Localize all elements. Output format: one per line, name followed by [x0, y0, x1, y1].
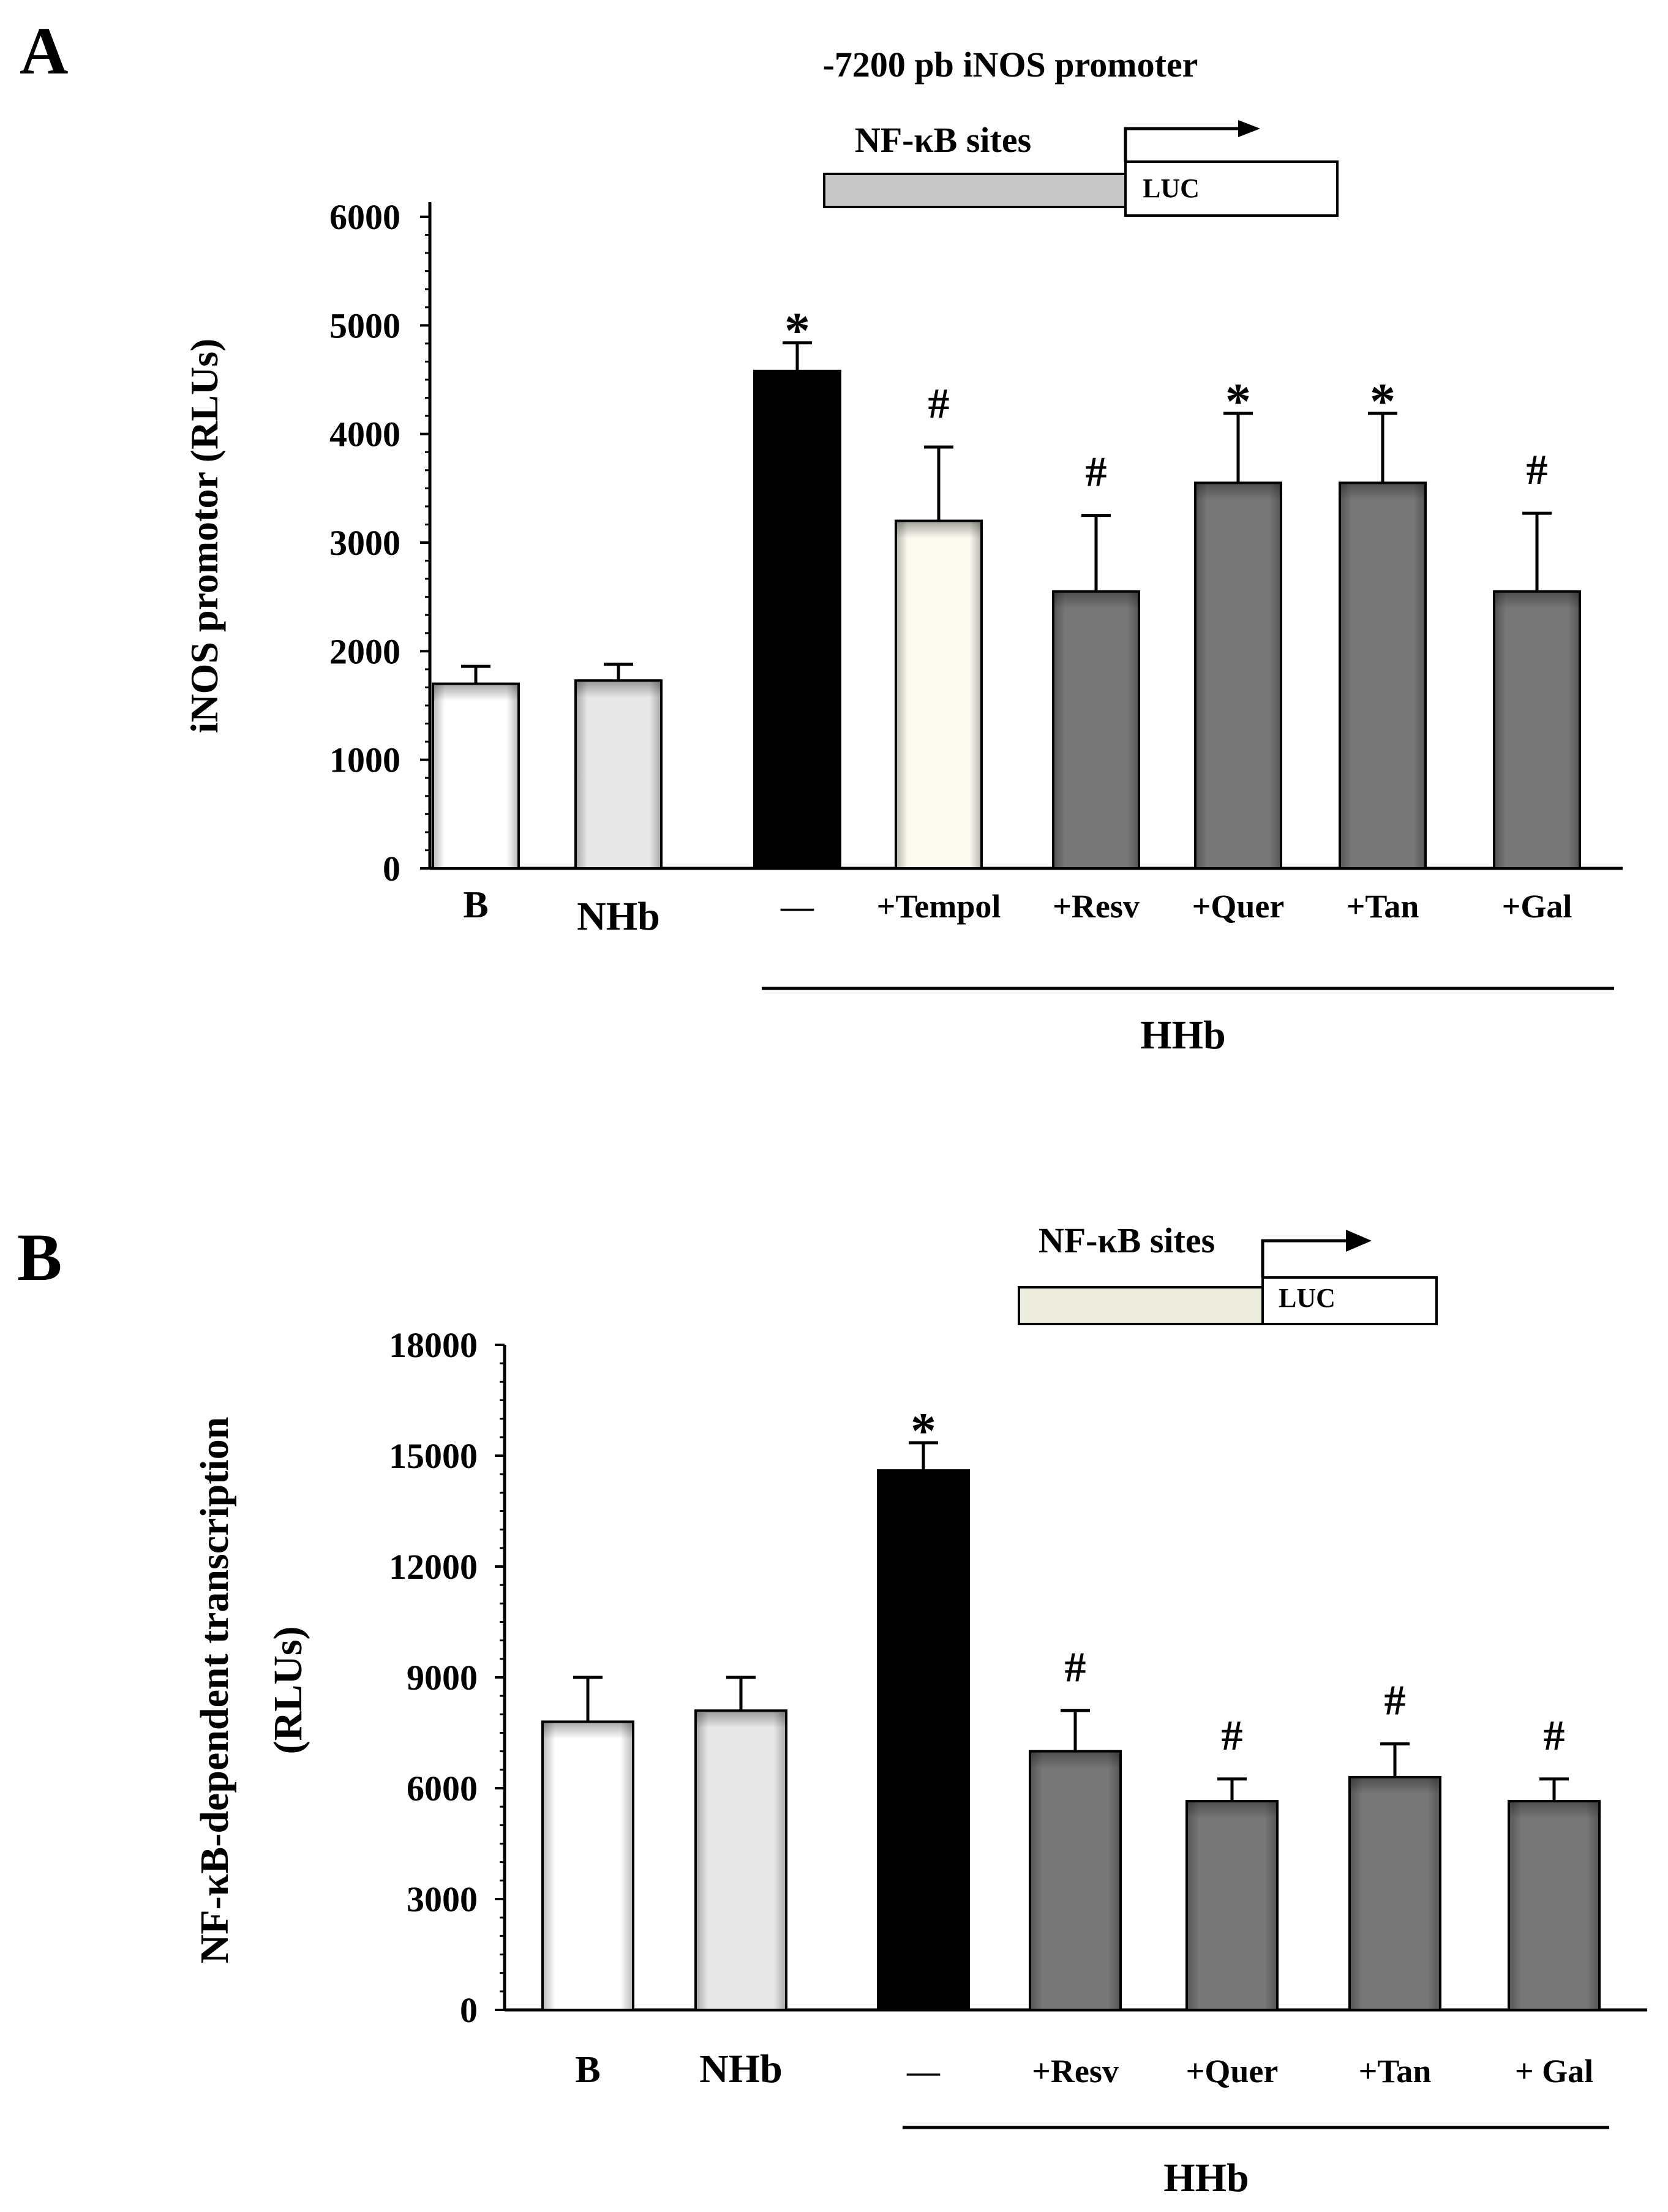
- panel-a-bar-shading: [1494, 591, 1580, 868]
- panel-a-significance-hash: #: [928, 380, 950, 427]
- panel-a-bar-top-shading: [433, 683, 519, 701]
- panel-b-significance-hash: #: [1384, 1677, 1406, 1725]
- panel-b-label: B: [17, 1220, 62, 1295]
- panel-a-bar-top-shading: [1340, 483, 1426, 500]
- panel-a-bar-shading: [1195, 483, 1281, 868]
- panel-b-y-tick-label: 12000: [389, 1547, 478, 1587]
- panel-a: A -7200 pb iNOS promoter NF-κB sites LUC…: [20, 13, 1623, 1058]
- panel-a-significance-star: *: [1370, 373, 1396, 430]
- panel-a-category-label: +Gal: [1502, 888, 1572, 925]
- panel-a-group-label: HHb: [1140, 1013, 1225, 1058]
- panel-a-luc-label: LUC: [1143, 173, 1200, 203]
- panel-b-bar-shading: [696, 1710, 786, 2010]
- panel-a-bar-shading: [433, 683, 519, 868]
- panel-b-category-label: + Gal: [1515, 2053, 1593, 2090]
- panel-b-bar-top-shading: [543, 1721, 633, 1739]
- panel-b-bar-top-shading: [1187, 1801, 1277, 1819]
- panel-b-y-tick-label: 15000: [389, 1436, 478, 1476]
- panel-a-y-label: iNOS promotor (RLUs): [182, 339, 226, 734]
- panel-b-bar-top-shading: [1509, 1801, 1599, 1819]
- panel-b-significance-hash: #: [1065, 1644, 1086, 1691]
- panel-a-y-tick-label: 2000: [329, 631, 400, 671]
- panel-a-category-label: —: [780, 888, 814, 925]
- panel-b-nfkb-sites-label: NF-κB sites: [1039, 1221, 1215, 1260]
- panel-b-bar-shading: [543, 1721, 633, 2010]
- panel-a-y-tick-label: 0: [383, 849, 400, 889]
- panel-b-category-label: —: [906, 2053, 941, 2090]
- panel-a-chart: 0 1000 2000 3000 4000 5000 6000 B NHb * — # +Tempol #…: [329, 197, 1623, 990]
- panel-b-significance-hash: #: [1544, 1712, 1565, 1759]
- panel-b-y-tick-label: 18000: [389, 1325, 478, 1365]
- panel-a-category-label: +Tempol: [877, 888, 1001, 925]
- panel-b-bar-shading: [1030, 1751, 1121, 2010]
- panel-a-bar-top-shading: [576, 680, 661, 698]
- panel-b-bar: [877, 1469, 970, 2011]
- panel-a-y-tick-label: 3000: [329, 523, 400, 563]
- panel-b-bar-shading: [1350, 1777, 1440, 2010]
- panel-a-bar-top-shading: [1195, 483, 1281, 500]
- panel-b-chart: 0 3000 6000 9000 12000 15000 18000 B NHb * — # +Resv…: [389, 1325, 1647, 2129]
- panel-b-y-tick-label: 0: [460, 1990, 478, 2030]
- panel-a-arrowhead: [1238, 120, 1260, 137]
- panel-b: B NF-κB sites LUC NF-κB-dependent transc…: [17, 1220, 1647, 2200]
- panel-a-bar-top-shading: [1494, 591, 1580, 609]
- panel-b-y-tick-label: 6000: [407, 1769, 478, 1808]
- panel-b-promoter-box: [1018, 1286, 1264, 1325]
- panel-a-significance-hash: #: [1527, 446, 1548, 494]
- panel-a-y-tick-label: 4000: [329, 415, 400, 454]
- panel-b-group-label: HHb: [1163, 2156, 1249, 2200]
- panel-a-bar-shading: [576, 680, 661, 868]
- panel-b-category-label: +Quer: [1186, 2053, 1279, 2090]
- panel-b-y-tick-label: 3000: [407, 1879, 478, 1919]
- panel-a-category-label: B: [463, 884, 488, 926]
- panel-a-construct-diagram: -7200 pb iNOS promoter NF-κB sites LUC: [823, 45, 1339, 217]
- panel-b-y-tick-label: 9000: [407, 1658, 478, 1698]
- panel-b-category-label: +Tan: [1359, 2053, 1432, 2090]
- panel-a-category-label: +Tan: [1347, 888, 1419, 925]
- panel-a-category-label: NHb: [577, 894, 660, 939]
- panel-a-bar-shading: [1340, 483, 1426, 868]
- panel-a-bar-shading: [1053, 591, 1139, 868]
- panel-b-luc-box: [1261, 1276, 1438, 1325]
- panel-a-significance-hash: #: [1086, 449, 1107, 496]
- panel-b-bar-top-shading: [1030, 1751, 1121, 1769]
- panel-b-construct-diagram: NF-κB sites LUC: [1018, 1221, 1438, 1325]
- panel-b-arrowhead: [1346, 1230, 1372, 1252]
- panel-b-category-label: B: [575, 2049, 600, 2091]
- panel-b-significance-hash: #: [1222, 1712, 1243, 1759]
- panel-a-promoter-box: [823, 173, 1127, 208]
- panel-b-bar-shading: [1187, 1801, 1277, 2010]
- panel-b-luc-label: LUC: [1279, 1283, 1336, 1313]
- panel-b-bar-top-shading: [1350, 1777, 1440, 1794]
- panel-a-bar-shading: [896, 521, 982, 868]
- panel-a-y-tick-label: 1000: [329, 740, 400, 780]
- panel-a-y-tick-label: 5000: [329, 306, 400, 345]
- panel-a-bar-top-shading: [896, 521, 982, 538]
- panel-a-luc-box: [1124, 160, 1339, 217]
- panel-b-category-label: +Resv: [1032, 2053, 1119, 2090]
- panel-b-significance-star: *: [911, 1402, 936, 1459]
- panel-b-bar-shading: [1509, 1801, 1599, 2010]
- panel-a-y-tick-label: 6000: [329, 197, 400, 237]
- panel-a-significance-star: *: [784, 303, 810, 359]
- panel-a-category-label: +Quer: [1192, 888, 1285, 925]
- panel-a-category-label: +Resv: [1053, 888, 1140, 925]
- panel-b-transcription-arrow: [1261, 1239, 1347, 1277]
- panel-a-label: A: [20, 13, 68, 88]
- panel-a-construct-title: -7200 pb iNOS promoter: [823, 45, 1198, 85]
- panel-a-nfkb-sites-label: NF-κB sites: [855, 120, 1031, 160]
- panel-a-bar-top-shading: [1053, 591, 1139, 609]
- panel-a-bar: [753, 369, 841, 870]
- panel-b-category-label: NHb: [699, 2047, 783, 2091]
- panel-b-bar-top-shading: [696, 1710, 786, 1728]
- panel-b-y-label-line1: NF-κB-dependent transcription: [192, 1417, 237, 1964]
- panel-b-y-label-line2: (RLUs): [266, 1627, 310, 1755]
- panel-a-transcription-arrow: [1124, 127, 1243, 162]
- panel-a-significance-star: *: [1225, 373, 1251, 430]
